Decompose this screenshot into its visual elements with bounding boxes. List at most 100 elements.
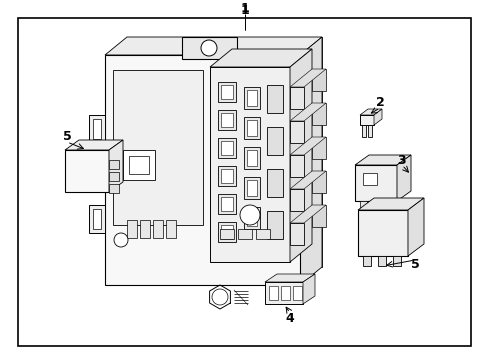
Bar	[266, 127, 283, 155]
Bar	[246, 180, 257, 196]
Bar	[93, 209, 101, 229]
Bar	[109, 184, 119, 193]
Bar	[238, 229, 251, 239]
Polygon shape	[127, 37, 321, 267]
Polygon shape	[299, 37, 321, 285]
Bar	[65, 150, 109, 192]
Bar	[89, 115, 105, 143]
Circle shape	[201, 40, 217, 56]
Bar	[246, 210, 257, 226]
Text: 2: 2	[375, 96, 384, 109]
Polygon shape	[289, 171, 325, 189]
Bar	[218, 110, 236, 130]
Bar	[218, 222, 236, 242]
Bar	[218, 166, 236, 186]
Bar	[392, 256, 400, 266]
Polygon shape	[289, 205, 325, 223]
Bar	[311, 137, 325, 159]
Bar	[266, 85, 283, 113]
Bar	[266, 169, 283, 197]
Bar	[264, 282, 303, 304]
Bar	[244, 207, 260, 229]
Polygon shape	[65, 140, 123, 150]
Polygon shape	[264, 274, 314, 282]
Bar	[109, 172, 119, 181]
Bar	[153, 220, 163, 238]
Polygon shape	[289, 103, 325, 121]
Bar	[246, 150, 257, 166]
Polygon shape	[407, 198, 423, 256]
Polygon shape	[186, 50, 243, 59]
Bar	[359, 201, 366, 209]
Bar	[246, 90, 257, 106]
Bar	[123, 150, 155, 180]
Bar	[311, 205, 325, 227]
Bar	[281, 286, 289, 300]
Bar	[292, 286, 302, 300]
Bar	[127, 220, 137, 238]
Bar	[109, 160, 119, 169]
Bar	[266, 211, 283, 239]
Bar	[268, 286, 278, 300]
Bar	[289, 189, 304, 211]
Bar	[362, 173, 376, 185]
Bar	[367, 125, 371, 137]
Bar	[311, 103, 325, 125]
Bar	[357, 210, 407, 256]
Bar	[221, 169, 232, 183]
Bar	[354, 165, 396, 201]
Bar	[89, 205, 105, 233]
Polygon shape	[289, 49, 311, 262]
Bar	[256, 229, 269, 239]
Bar	[359, 115, 373, 125]
Bar	[289, 223, 304, 245]
Bar	[218, 138, 236, 158]
Text: 1: 1	[240, 1, 249, 14]
Bar	[221, 225, 232, 239]
Polygon shape	[357, 198, 423, 210]
Bar	[218, 82, 236, 102]
Polygon shape	[354, 155, 410, 165]
Bar	[140, 220, 150, 238]
Bar	[311, 69, 325, 91]
Polygon shape	[373, 109, 381, 125]
Polygon shape	[105, 37, 321, 55]
Bar	[129, 156, 149, 174]
Circle shape	[114, 233, 128, 247]
Bar	[362, 256, 370, 266]
Bar	[311, 171, 325, 193]
Bar	[244, 147, 260, 169]
Polygon shape	[396, 155, 410, 201]
Bar	[93, 119, 101, 139]
Polygon shape	[209, 49, 311, 67]
Text: 4: 4	[285, 311, 294, 324]
Bar	[105, 55, 299, 285]
Text: 5: 5	[410, 258, 419, 271]
Bar	[221, 141, 232, 155]
Bar	[113, 70, 203, 225]
Bar	[289, 87, 304, 109]
Bar	[289, 121, 304, 143]
Bar	[182, 37, 237, 59]
Bar	[165, 220, 176, 238]
Circle shape	[240, 205, 260, 225]
Bar	[377, 256, 385, 266]
Circle shape	[212, 289, 227, 305]
Bar	[244, 117, 260, 139]
Text: 1: 1	[240, 4, 249, 17]
Bar	[220, 229, 234, 239]
Polygon shape	[359, 109, 381, 115]
Bar	[246, 120, 257, 136]
Bar	[221, 197, 232, 211]
Bar	[221, 85, 232, 99]
Bar	[244, 87, 260, 109]
Bar	[244, 177, 260, 199]
Bar	[218, 194, 236, 214]
Bar	[369, 201, 376, 209]
Polygon shape	[109, 140, 123, 192]
Text: 5: 5	[62, 130, 71, 144]
Text: 3: 3	[397, 153, 406, 166]
Polygon shape	[289, 137, 325, 155]
Polygon shape	[303, 274, 314, 304]
Bar	[209, 67, 289, 262]
